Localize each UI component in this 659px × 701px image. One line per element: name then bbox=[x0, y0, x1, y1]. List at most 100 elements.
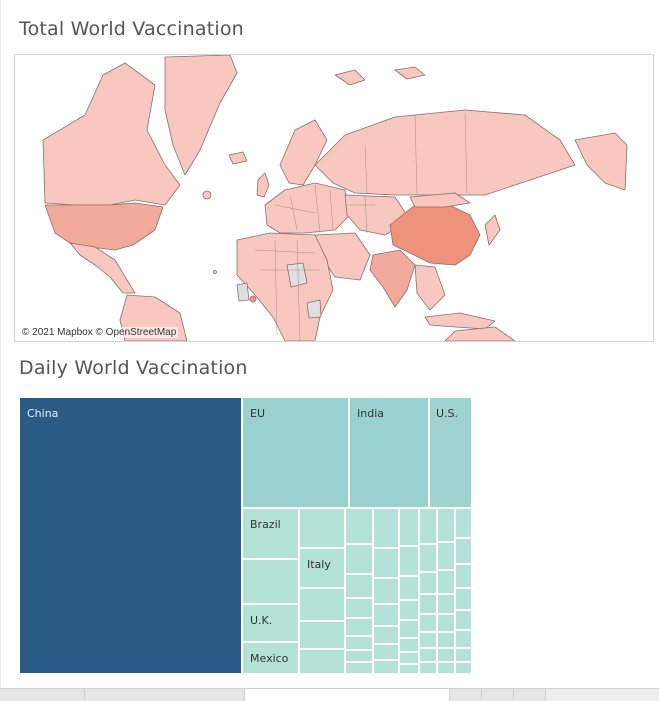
treemap-cell-small[interactable] bbox=[345, 662, 373, 674]
treemap-cell-small[interactable] bbox=[345, 618, 373, 636]
region-scandinavia bbox=[279, 119, 328, 186]
treemap-cell-small[interactable] bbox=[419, 594, 437, 614]
treemap-cell-india[interactable]: India bbox=[349, 397, 429, 508]
treemap-cell-small[interactable] bbox=[299, 621, 345, 649]
window-edge bbox=[0, 0, 1, 700]
treemap-cell-small[interactable] bbox=[455, 610, 472, 630]
region-africa-no-data-1 bbox=[286, 262, 308, 288]
treemap-cell-italy[interactable]: Italy bbox=[299, 548, 345, 588]
region-mongolia bbox=[409, 192, 471, 208]
treemap-cell-small[interactable] bbox=[242, 559, 299, 604]
treemap-cell-small[interactable] bbox=[399, 652, 419, 664]
daily-vaccination-treemap: China EU India U.S. Brazil U.K. Mexico I… bbox=[19, 397, 472, 674]
treemap-cell-small[interactable] bbox=[373, 604, 399, 626]
treemap-cell-small[interactable] bbox=[437, 648, 455, 662]
treemap-cell-small[interactable] bbox=[437, 508, 455, 542]
sheet-tab[interactable] bbox=[450, 689, 482, 701]
treemap-label-eu: EU bbox=[250, 407, 266, 420]
treemap-cell-small[interactable] bbox=[399, 638, 419, 652]
total-vaccination-title: Total World Vaccination bbox=[19, 18, 244, 40]
treemap-small-cells bbox=[345, 508, 472, 674]
treemap-label-us: U.S. bbox=[436, 407, 459, 420]
region-africa-no-data-2 bbox=[306, 299, 322, 319]
treemap-label-mexico: Mexico bbox=[250, 652, 289, 665]
region-indonesia bbox=[424, 312, 496, 330]
sheet-tab[interactable] bbox=[482, 689, 514, 701]
region-iceland bbox=[228, 151, 248, 165]
treemap-cell-small[interactable] bbox=[437, 662, 455, 674]
region-canada bbox=[42, 62, 181, 206]
treemap-cell-small[interactable] bbox=[345, 544, 373, 574]
daily-vaccination-title: Daily World Vaccination bbox=[19, 357, 248, 379]
treemap-cell-small[interactable] bbox=[419, 614, 437, 632]
map-attribution[interactable]: © 2021 Mapbox © OpenStreetMap bbox=[20, 327, 179, 338]
treemap-cell-china[interactable]: China bbox=[19, 397, 242, 674]
region-usa bbox=[44, 202, 164, 251]
world-vaccination-map[interactable]: © 2021 Mapbox © OpenStreetMap bbox=[14, 54, 654, 342]
region-russia bbox=[314, 109, 576, 196]
treemap-cell-small[interactable] bbox=[455, 662, 472, 674]
treemap-cell-small[interactable] bbox=[373, 508, 399, 548]
treemap-label-india: India bbox=[357, 407, 384, 420]
treemap-cell-small[interactable] bbox=[399, 546, 419, 576]
treemap-cell-small[interactable] bbox=[345, 574, 373, 598]
treemap-cell-small[interactable] bbox=[345, 508, 373, 544]
region-greenland bbox=[164, 55, 238, 176]
sheet-tab[interactable] bbox=[0, 689, 85, 701]
sheet-tab[interactable] bbox=[514, 689, 546, 701]
region-arctic-islands-2 bbox=[394, 66, 426, 80]
treemap-cell-small[interactable] bbox=[345, 650, 373, 662]
sheet-tab[interactable] bbox=[85, 689, 245, 701]
treemap-cell-small[interactable] bbox=[437, 632, 455, 648]
treemap-cell-small[interactable] bbox=[345, 636, 373, 650]
treemap-cell-small[interactable] bbox=[399, 576, 419, 600]
treemap-cell-small[interactable] bbox=[419, 508, 437, 544]
world-map-svg bbox=[42, 55, 628, 341]
treemap-cell-small[interactable] bbox=[455, 648, 472, 662]
treemap-cell-us[interactable]: U.S. bbox=[429, 397, 472, 508]
treemap-cell-small[interactable] bbox=[419, 662, 437, 674]
treemap-cell-small[interactable] bbox=[437, 614, 455, 632]
treemap-cell-small[interactable] bbox=[373, 626, 399, 644]
treemap-cell-small[interactable] bbox=[455, 564, 472, 588]
treemap-cell-small[interactable] bbox=[399, 600, 419, 620]
treemap-cell-small[interactable] bbox=[373, 644, 399, 660]
treemap-cell-small[interactable] bbox=[437, 594, 455, 614]
region-island-3 bbox=[213, 270, 217, 274]
treemap-cell-small[interactable] bbox=[419, 632, 437, 648]
treemap-cell-small[interactable] bbox=[419, 572, 437, 594]
treemap-label-brazil: Brazil bbox=[250, 518, 281, 531]
treemap-cell-uk[interactable]: U.K. bbox=[242, 604, 299, 642]
treemap-cell-small[interactable] bbox=[299, 588, 345, 621]
treemap-cell-small[interactable] bbox=[373, 660, 399, 674]
treemap-cell-small[interactable] bbox=[299, 649, 345, 674]
treemap-cell-small[interactable] bbox=[455, 508, 472, 538]
treemap-cell-small[interactable] bbox=[399, 620, 419, 638]
treemap-cell-mexico[interactable]: Mexico bbox=[242, 642, 299, 674]
treemap-cell-small[interactable] bbox=[455, 630, 472, 648]
treemap-cell-small[interactable] bbox=[345, 598, 373, 618]
treemap-cell-small[interactable] bbox=[373, 548, 399, 578]
sheet-tab-active[interactable] bbox=[245, 689, 450, 701]
sheet-tab-bar bbox=[0, 688, 659, 701]
region-uk bbox=[256, 172, 270, 198]
treemap-cell-small[interactable] bbox=[455, 538, 472, 564]
treemap-cell-small[interactable] bbox=[419, 648, 437, 662]
treemap-cell-small[interactable] bbox=[399, 508, 419, 546]
treemap-cell-small[interactable] bbox=[437, 542, 455, 570]
treemap-cell-brazil[interactable]: Brazil bbox=[242, 508, 299, 559]
region-island bbox=[249, 295, 257, 303]
treemap-cell-eu[interactable]: EU bbox=[242, 397, 349, 508]
region-africa bbox=[236, 232, 334, 341]
treemap-cell-small[interactable] bbox=[373, 578, 399, 604]
region-island-2 bbox=[202, 190, 212, 200]
treemap-cell-small[interactable] bbox=[455, 588, 472, 610]
treemap-label-italy: Italy bbox=[307, 558, 331, 571]
region-southeast-asia bbox=[414, 264, 446, 311]
treemap-label-uk: U.K. bbox=[250, 614, 273, 627]
region-arctic-islands bbox=[334, 69, 366, 86]
treemap-cell-small[interactable] bbox=[399, 664, 419, 674]
treemap-cell-small[interactable] bbox=[419, 544, 437, 572]
treemap-cell-small[interactable] bbox=[299, 508, 345, 548]
treemap-cell-small[interactable] bbox=[437, 570, 455, 594]
